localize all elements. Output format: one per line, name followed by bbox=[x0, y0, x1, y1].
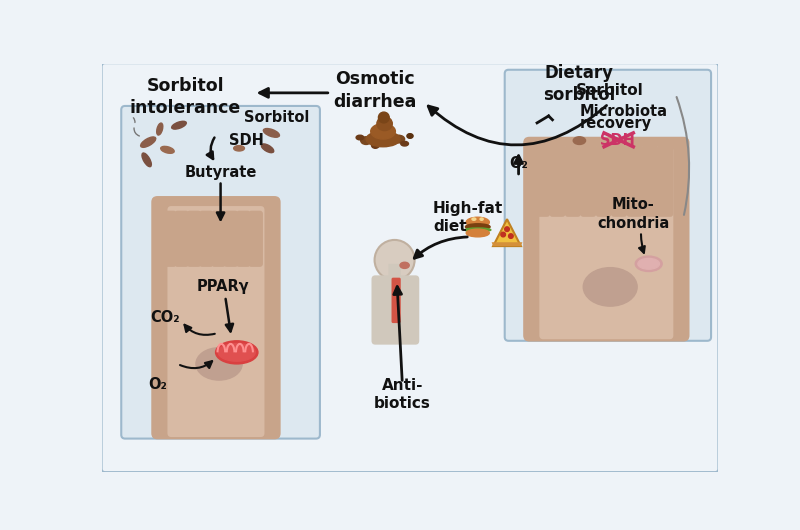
Ellipse shape bbox=[366, 131, 400, 147]
Text: Microbiota: Microbiota bbox=[579, 104, 667, 119]
FancyBboxPatch shape bbox=[580, 145, 596, 217]
Ellipse shape bbox=[635, 256, 662, 271]
Text: O₂: O₂ bbox=[509, 156, 528, 171]
Ellipse shape bbox=[466, 229, 490, 237]
Text: High-fat
diet: High-fat diet bbox=[433, 201, 503, 234]
FancyBboxPatch shape bbox=[389, 264, 401, 282]
Polygon shape bbox=[492, 242, 522, 246]
FancyBboxPatch shape bbox=[550, 145, 566, 217]
Ellipse shape bbox=[638, 259, 659, 269]
Ellipse shape bbox=[157, 123, 163, 135]
FancyBboxPatch shape bbox=[211, 210, 226, 267]
Polygon shape bbox=[493, 219, 521, 246]
Text: Mito-
chondria: Mito- chondria bbox=[597, 197, 670, 231]
Circle shape bbox=[505, 227, 510, 232]
Ellipse shape bbox=[407, 134, 413, 138]
FancyArrowPatch shape bbox=[639, 234, 645, 253]
FancyArrowPatch shape bbox=[134, 118, 135, 122]
Ellipse shape bbox=[262, 144, 274, 153]
FancyBboxPatch shape bbox=[595, 145, 612, 217]
Circle shape bbox=[374, 240, 414, 280]
FancyArrowPatch shape bbox=[180, 361, 212, 368]
FancyArrowPatch shape bbox=[185, 325, 215, 335]
Text: recovery: recovery bbox=[579, 116, 651, 131]
FancyBboxPatch shape bbox=[371, 276, 419, 344]
FancyArrowPatch shape bbox=[414, 237, 467, 258]
FancyBboxPatch shape bbox=[167, 206, 265, 437]
Ellipse shape bbox=[371, 142, 379, 148]
Circle shape bbox=[509, 234, 513, 238]
FancyArrowPatch shape bbox=[207, 138, 214, 159]
FancyBboxPatch shape bbox=[657, 145, 674, 217]
Ellipse shape bbox=[583, 268, 637, 306]
Ellipse shape bbox=[377, 117, 392, 130]
FancyBboxPatch shape bbox=[162, 210, 177, 267]
FancyBboxPatch shape bbox=[236, 210, 250, 267]
Circle shape bbox=[501, 232, 506, 237]
Text: PPARγ: PPARγ bbox=[197, 279, 250, 294]
Ellipse shape bbox=[378, 112, 390, 123]
FancyBboxPatch shape bbox=[523, 137, 690, 341]
Ellipse shape bbox=[392, 135, 405, 143]
Ellipse shape bbox=[466, 224, 490, 230]
Text: Anti-
biotics: Anti- biotics bbox=[374, 378, 430, 411]
FancyBboxPatch shape bbox=[174, 210, 189, 267]
Ellipse shape bbox=[141, 137, 156, 147]
FancyBboxPatch shape bbox=[539, 147, 674, 339]
FancyBboxPatch shape bbox=[224, 210, 238, 267]
Ellipse shape bbox=[263, 129, 279, 137]
Ellipse shape bbox=[361, 137, 371, 145]
FancyBboxPatch shape bbox=[199, 210, 214, 267]
Ellipse shape bbox=[142, 153, 151, 167]
FancyBboxPatch shape bbox=[626, 145, 642, 217]
Text: O₂: O₂ bbox=[148, 377, 167, 392]
FancyBboxPatch shape bbox=[248, 210, 263, 267]
FancyArrowPatch shape bbox=[134, 128, 139, 136]
Ellipse shape bbox=[161, 146, 174, 153]
Ellipse shape bbox=[466, 217, 490, 227]
Text: SDH: SDH bbox=[601, 133, 635, 148]
Ellipse shape bbox=[574, 137, 586, 145]
Ellipse shape bbox=[480, 218, 483, 220]
FancyBboxPatch shape bbox=[102, 63, 718, 472]
FancyBboxPatch shape bbox=[505, 70, 711, 341]
Ellipse shape bbox=[215, 341, 258, 364]
Ellipse shape bbox=[234, 146, 245, 151]
FancyArrowPatch shape bbox=[428, 105, 606, 145]
Text: SDH: SDH bbox=[229, 133, 264, 148]
FancyArrowPatch shape bbox=[394, 287, 402, 381]
FancyBboxPatch shape bbox=[534, 145, 550, 217]
FancyBboxPatch shape bbox=[122, 106, 320, 439]
FancyArrowPatch shape bbox=[677, 97, 689, 215]
FancyBboxPatch shape bbox=[611, 145, 627, 217]
Ellipse shape bbox=[218, 343, 255, 361]
FancyBboxPatch shape bbox=[642, 145, 658, 217]
FancyBboxPatch shape bbox=[565, 145, 581, 217]
Ellipse shape bbox=[370, 123, 395, 139]
FancyBboxPatch shape bbox=[151, 196, 281, 439]
Ellipse shape bbox=[196, 348, 242, 380]
Ellipse shape bbox=[465, 228, 491, 232]
Ellipse shape bbox=[400, 262, 410, 268]
Ellipse shape bbox=[472, 218, 476, 220]
Text: Dietary
sorbitol: Dietary sorbitol bbox=[543, 64, 615, 104]
FancyBboxPatch shape bbox=[186, 210, 202, 267]
Ellipse shape bbox=[356, 135, 364, 140]
Ellipse shape bbox=[172, 121, 186, 129]
Text: CO₂: CO₂ bbox=[150, 310, 180, 325]
FancyBboxPatch shape bbox=[391, 278, 401, 323]
Text: Osmotic
diarrhea: Osmotic diarrhea bbox=[334, 70, 417, 111]
Text: Butyrate: Butyrate bbox=[184, 165, 257, 180]
Ellipse shape bbox=[401, 142, 409, 146]
Text: Sorbitol
intolerance: Sorbitol intolerance bbox=[130, 77, 241, 117]
Text: Sorbitol: Sorbitol bbox=[245, 110, 310, 125]
Text: Sorbitol: Sorbitol bbox=[576, 83, 644, 98]
